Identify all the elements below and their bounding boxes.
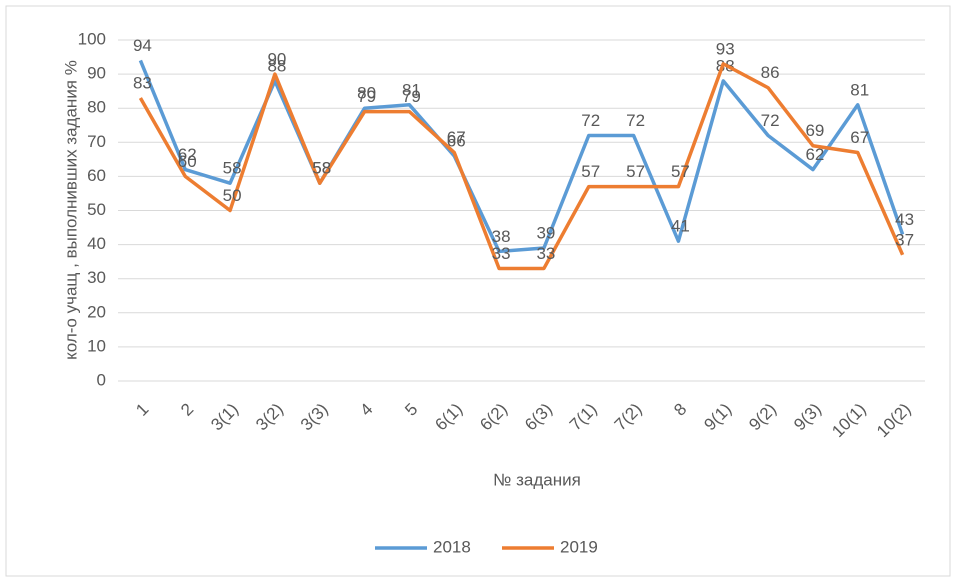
data-label: 94 xyxy=(133,36,152,55)
data-label: 66 xyxy=(447,131,466,150)
data-label: 79 xyxy=(402,87,421,106)
y-tick-label: 10 xyxy=(87,336,106,355)
data-label: 37 xyxy=(895,230,914,249)
data-label: 39 xyxy=(536,223,555,242)
y-tick-label: 0 xyxy=(97,370,106,389)
line-series xyxy=(138,62,905,271)
data-label: 83 xyxy=(133,73,152,92)
legend-label: 2019 xyxy=(560,537,598,556)
data-label: 43 xyxy=(895,210,914,229)
y-tick-label: 30 xyxy=(87,268,106,287)
data-label: 88 xyxy=(267,56,286,75)
data-label: 69 xyxy=(805,121,824,140)
x-axis-title: № задания xyxy=(493,470,581,489)
y-tick-label: 50 xyxy=(87,200,106,219)
data-label: 62 xyxy=(178,145,197,164)
data-label: 81 xyxy=(402,80,421,99)
data-label: 33 xyxy=(536,244,555,263)
legend-label: 2018 xyxy=(433,537,471,556)
y-axis-title: кол-о учащ , выполнивших задания % xyxy=(61,60,80,360)
data-label: 57 xyxy=(671,162,690,181)
data-label: 38 xyxy=(492,227,511,246)
data-label: 58 xyxy=(312,159,331,178)
y-tick-label: 80 xyxy=(87,98,106,117)
data-label: 80 xyxy=(357,84,376,103)
data-label: 58 xyxy=(223,159,242,178)
data-label: 90 xyxy=(267,50,286,69)
data-label: 72 xyxy=(761,111,780,130)
y-tick-label: 100 xyxy=(78,29,106,48)
data-label: 81 xyxy=(850,80,869,99)
data-label: 67 xyxy=(447,128,466,147)
data-label: 62 xyxy=(805,145,824,164)
y-tick-label: 20 xyxy=(87,302,106,321)
data-label: 93 xyxy=(716,39,735,58)
data-label: 60 xyxy=(178,152,197,171)
y-tick-label: 40 xyxy=(87,234,106,253)
chart-frame xyxy=(5,5,951,577)
data-label: 33 xyxy=(492,244,511,263)
y-tick-label: 60 xyxy=(87,166,106,185)
data-label: 72 xyxy=(626,111,645,130)
data-label: 57 xyxy=(581,162,600,181)
data-label: 57 xyxy=(626,162,645,181)
data-label: 50 xyxy=(223,186,242,205)
y-tick-label: 90 xyxy=(87,64,106,83)
data-label: 72 xyxy=(581,111,600,130)
data-label: 86 xyxy=(761,63,780,82)
data-label: 41 xyxy=(671,217,690,236)
data-label: 67 xyxy=(850,128,869,147)
y-tick-label: 70 xyxy=(87,132,106,151)
data-label: 79 xyxy=(357,87,376,106)
